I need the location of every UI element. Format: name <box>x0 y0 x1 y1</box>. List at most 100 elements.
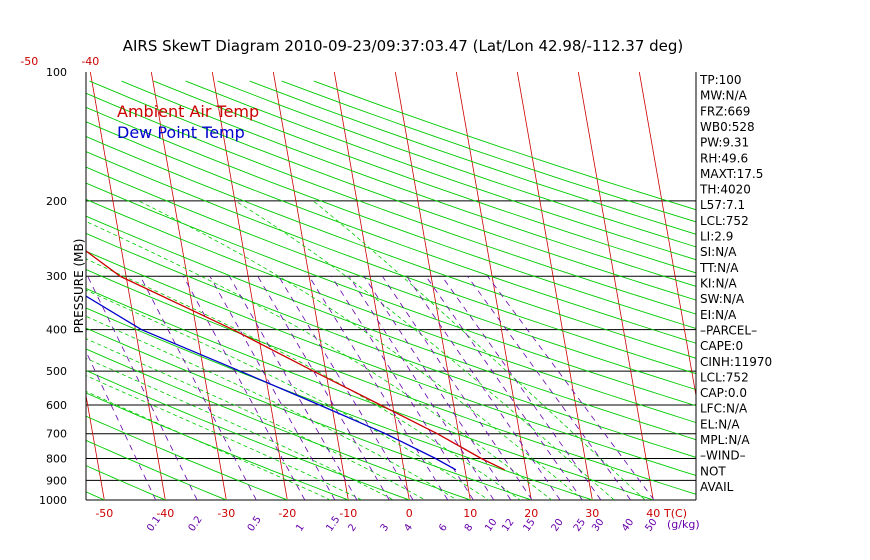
mixing-ratio-tick-label: 4 <box>402 522 415 534</box>
stability-index-item: CAPE:0 <box>700 339 743 353</box>
pressure-tick-label: 800 <box>46 453 67 466</box>
pressure-tick-label: 400 <box>46 324 67 337</box>
dry-adiabat <box>89 80 696 301</box>
dry-adiabat <box>86 415 289 500</box>
stability-index-item: RH:49.6 <box>700 151 748 165</box>
mixing-ratio-line <box>406 275 561 500</box>
dry-adiabat <box>86 182 696 407</box>
stability-index-item: LFC:N/A <box>700 402 748 416</box>
moist-adiabat <box>86 220 553 500</box>
moist-adiabat <box>312 200 646 500</box>
bottom-temp-tick-label: -20 <box>278 507 296 520</box>
dry-adiabat <box>86 106 696 329</box>
mixing-ratio-line <box>487 275 655 500</box>
stability-index-item: KI:N/A <box>700 277 737 291</box>
stability-index-item: EL:N/A <box>700 417 740 431</box>
mixing-ratio-line <box>441 275 602 500</box>
dry-adiabat <box>249 80 696 235</box>
background-grid <box>0 72 696 509</box>
dry-adiabat <box>86 348 472 500</box>
dry-adiabat <box>281 80 696 223</box>
legend-ambient-air-temp: Ambient Air Temp <box>117 102 259 121</box>
temperature-profile-line <box>86 250 505 471</box>
mixing-ratio-tick-label: 10 <box>483 517 499 534</box>
bottom-temp-tick-label: -30 <box>217 507 235 520</box>
bottom-temp-tick-labels: -50 -40 -30 -20 -10 0 10 20 30 40 <box>95 507 660 520</box>
mixing-ratio-tick-label: 20 <box>550 517 566 534</box>
pressure-tick-labels: 100 200 300 400 500 600 700 800 900 1000 <box>39 66 67 507</box>
mixing-ratio-tick-label: 6 <box>437 522 450 534</box>
moist-adiabat <box>86 289 490 500</box>
bottom-temp-tick-label: -50 <box>95 507 113 520</box>
dry-adiabat <box>86 166 696 391</box>
isotherm <box>455 72 532 500</box>
isotherm <box>638 72 696 398</box>
moist-adiabat <box>86 315 458 500</box>
mixing-ratio-line <box>425 275 583 500</box>
stability-index-item: MW:N/A <box>700 89 748 103</box>
dry-adiabat <box>86 439 228 500</box>
isotherm <box>577 72 654 500</box>
dry-adiabat <box>0 81 63 509</box>
pressure-tick-label: 500 <box>46 365 67 378</box>
mixing-ratio-line <box>209 276 336 500</box>
stability-index-item: EI:N/A <box>700 308 737 322</box>
isotherm <box>211 72 288 500</box>
bottom-temp-tick-label: 40 <box>646 507 660 520</box>
bottom-temp-tick-label: 30 <box>585 507 599 520</box>
mixing-ratio-tick-label: 1 <box>294 522 307 534</box>
moist-adiabat <box>86 258 522 500</box>
isotherm <box>333 72 410 500</box>
pressure-tick-label: 1000 <box>39 494 67 507</box>
stability-index-item: SW:N/A <box>700 292 745 306</box>
stability-index-item: LCL:752 <box>700 214 749 228</box>
x-axis-label: T(C) <box>663 507 687 520</box>
pressure-tick-label: 900 <box>46 474 67 487</box>
bottom-temp-tick-label: 0 <box>406 507 413 520</box>
mixing-ratio-line <box>86 350 157 500</box>
stability-index-item: –WIND– <box>700 449 746 463</box>
dry-adiabat <box>86 215 696 441</box>
dry-adiabat <box>86 121 696 344</box>
bottom-temp-tick-label: 20 <box>524 507 538 520</box>
dry-adiabat <box>86 135 696 359</box>
stability-index-item: LCL:752 <box>700 370 749 384</box>
stability-index-item: PW:9.31 <box>700 136 749 150</box>
stability-index-item: TH:4020 <box>699 183 751 197</box>
dry-adiabat <box>86 92 696 315</box>
mixing-ratio-line <box>182 276 306 500</box>
stability-index-item: CAP:0.0 <box>700 386 747 400</box>
dry-adiabat <box>86 307 594 500</box>
stability-index-item: TP:100 <box>699 73 742 87</box>
y-axis-label: PRESSURE (MB) <box>72 239 86 334</box>
bottom-temp-tick-label: 10 <box>463 507 477 520</box>
dry-adiabat <box>86 198 696 424</box>
moist-adiabat <box>86 338 427 500</box>
mixing-ratio-tick-label: 0.2 <box>187 514 205 533</box>
top-temp-tick-label: -50 <box>20 55 38 68</box>
bottom-temp-tick-label: -10 <box>339 507 357 520</box>
stability-index-item: NOT <box>700 464 726 478</box>
mixing-ratio-line <box>331 275 474 500</box>
mixing-ratio-tick-label: 2 <box>346 522 359 534</box>
mixing-ratio-tick-label: 12 <box>500 517 516 534</box>
dry-adiabat <box>86 232 696 458</box>
moist-adiabat <box>86 390 332 500</box>
isotherm <box>516 72 593 500</box>
isotherm <box>86 393 105 500</box>
stability-index-item: FRZ:669 <box>700 104 750 118</box>
mixing-ratio-line <box>87 276 198 500</box>
pressure-tick-label: 600 <box>46 399 67 412</box>
dry-adiabat <box>86 269 696 495</box>
isotherm <box>272 72 349 500</box>
mixing-ratio-tick-label: 0.5 <box>246 514 264 533</box>
mixing-ratio-tick-label: 3 <box>379 522 392 534</box>
stability-index-item: AVAIL <box>700 480 734 494</box>
stability-index-item: L57:7.1 <box>700 198 745 212</box>
bottom-temp-tick-label: -40 <box>156 507 174 520</box>
mixing-ratio-tick-label: 40 <box>620 517 636 534</box>
mixing-ratio-unit-label: (g/kg) <box>667 518 700 531</box>
pressure-tick-label: 100 <box>46 66 67 79</box>
